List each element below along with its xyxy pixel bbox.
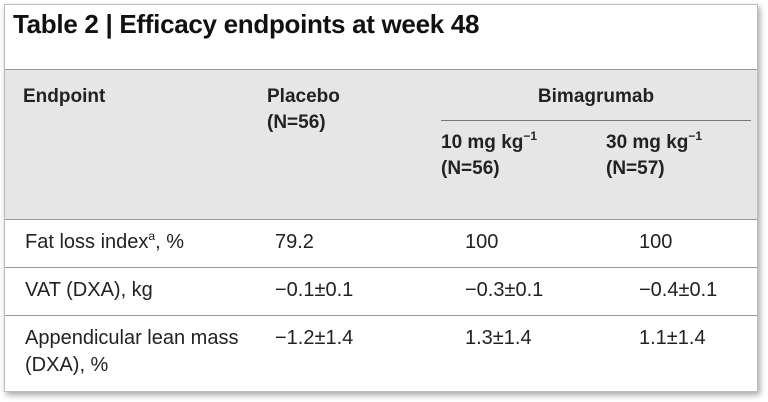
row-rule — [5, 315, 757, 316]
header: Endpoint Placebo (N=56) Bimagrumab 10 mg … — [5, 69, 757, 220]
text: , % — [155, 231, 184, 253]
text: (N=57) — [606, 158, 665, 179]
endpoint-cell: Appendicular lean mass (DXA), % — [25, 325, 250, 379]
header-dose2: 30 mg kg−1 (N=57) — [606, 130, 702, 182]
value-cell: −0.1±0.1 — [275, 279, 354, 301]
row-rule — [5, 219, 757, 220]
row-rule — [5, 267, 757, 268]
value-cell: 1.1±1.4 — [639, 327, 706, 349]
header-dose1: 10 mg kg−1 (N=56) — [441, 130, 537, 182]
value-cell: 79.2 — [275, 231, 314, 253]
text: Appendicular lean mass (DXA), % — [25, 327, 239, 376]
sup: −1 — [523, 129, 538, 143]
value-cell: −1.2±1.4 — [275, 327, 354, 349]
endpoint-cell: Fat loss indexa, % — [25, 229, 250, 256]
header-group: Bimagrumab — [537, 86, 655, 107]
text: 30 mg kg — [606, 132, 689, 153]
value-cell: −0.3±0.1 — [465, 279, 544, 301]
sup: a — [148, 229, 156, 243]
sup: −1 — [688, 129, 703, 143]
text: Placebo — [267, 86, 340, 107]
header-endpoint: Endpoint — [23, 86, 106, 107]
text: (N=56) — [267, 112, 326, 133]
text: Fat loss index — [25, 231, 149, 253]
table-title: Table 2 | Efficacy endpoints at week 48 — [13, 9, 480, 39]
header-placebo: Placebo (N=56) — [267, 84, 340, 136]
text: VAT (DXA), kg — [25, 279, 153, 301]
value-cell: −0.4±0.1 — [639, 279, 718, 301]
value-cell: 1.3±1.4 — [465, 327, 532, 349]
endpoint-cell: VAT (DXA), kg — [25, 277, 250, 304]
value-cell: 100 — [639, 231, 673, 253]
table: Table 2 | Efficacy endpoints at week 48 … — [4, 4, 758, 392]
text: (N=56) — [441, 158, 500, 179]
group-rule — [441, 120, 751, 121]
value-cell: 100 — [465, 231, 499, 253]
text: 10 mg kg — [441, 132, 524, 153]
